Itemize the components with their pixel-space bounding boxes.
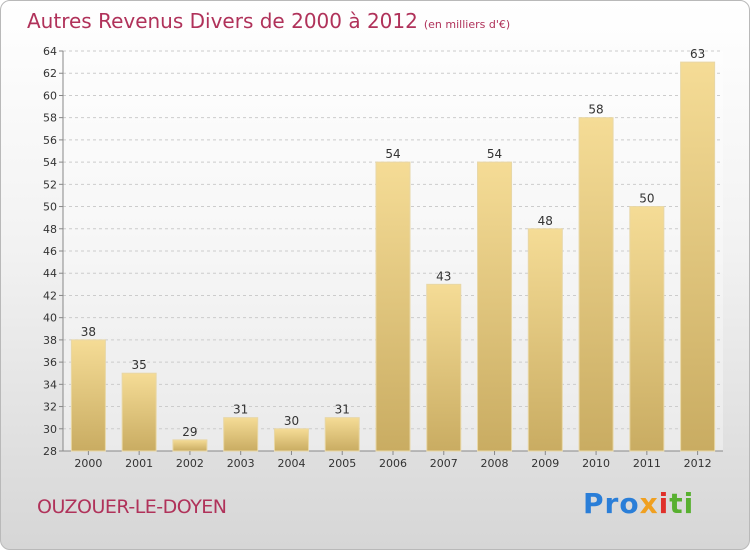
chart-title-unit: (en milliers d'€) bbox=[423, 18, 511, 31]
y-tick-label: 60 bbox=[43, 89, 57, 102]
y-tick-label: 62 bbox=[43, 67, 57, 80]
bar-2011 bbox=[629, 206, 665, 452]
x-tick-label-2006: 2006 bbox=[379, 457, 407, 470]
y-tick-label: 28 bbox=[43, 445, 57, 458]
x-tick-label-2005: 2005 bbox=[328, 457, 356, 470]
chart-title: Autres Revenus Divers de 2000 à 2012 (en … bbox=[27, 9, 510, 33]
x-tick-label-2000: 2000 bbox=[74, 457, 102, 470]
y-tick-label: 32 bbox=[43, 401, 57, 414]
bar-2010 bbox=[578, 117, 614, 452]
y-tick-label: 54 bbox=[43, 156, 57, 169]
bar-2007 bbox=[426, 283, 462, 452]
data-label-2003: 31 bbox=[233, 403, 248, 417]
y-tick-label: 52 bbox=[43, 178, 57, 191]
bar-2006 bbox=[375, 161, 411, 452]
logo-part-ti: ti bbox=[669, 487, 695, 520]
y-tick-label: 38 bbox=[43, 334, 57, 347]
logo-part-x: x bbox=[639, 487, 659, 520]
x-tick-label-2012: 2012 bbox=[684, 457, 712, 470]
x-tick-label-2002: 2002 bbox=[176, 457, 204, 470]
data-label-2008: 54 bbox=[487, 147, 502, 161]
x-tick-label-2004: 2004 bbox=[277, 457, 305, 470]
bar-2005 bbox=[324, 417, 360, 452]
bar-2001 bbox=[121, 372, 157, 452]
y-tick-label: 30 bbox=[43, 423, 57, 436]
x-tick-label-2010: 2010 bbox=[582, 457, 610, 470]
x-tick-label-2011: 2011 bbox=[633, 457, 661, 470]
y-tick-label: 48 bbox=[43, 223, 57, 236]
data-label-2004: 30 bbox=[284, 414, 299, 428]
y-tick-label: 46 bbox=[43, 245, 57, 258]
data-label-2000: 38 bbox=[81, 325, 96, 339]
chart-title-main: Autres Revenus Divers de 2000 à 2012 bbox=[27, 9, 418, 33]
data-label-2007: 43 bbox=[436, 269, 451, 283]
data-label-2001: 35 bbox=[132, 358, 147, 372]
y-tick-label: 58 bbox=[43, 112, 57, 125]
bar-2009 bbox=[527, 228, 563, 452]
y-tick-label: 64 bbox=[43, 45, 57, 58]
y-tick-label: 36 bbox=[43, 356, 57, 369]
bar-2008 bbox=[477, 161, 513, 452]
y-tick-label: 40 bbox=[43, 312, 57, 325]
bar-2012 bbox=[680, 61, 716, 452]
commune-name: OUZOUER-LE-DOYEN bbox=[37, 496, 227, 518]
data-label-2005: 31 bbox=[335, 403, 350, 417]
y-tick-label: 50 bbox=[43, 201, 57, 214]
x-tick-label-2009: 2009 bbox=[531, 457, 559, 470]
data-label-2010: 58 bbox=[588, 103, 603, 117]
bar-2003 bbox=[223, 417, 259, 452]
x-tick-label-2001: 2001 bbox=[125, 457, 153, 470]
data-label-2006: 54 bbox=[385, 147, 400, 161]
bar-2000 bbox=[70, 339, 106, 452]
data-label-2012: 63 bbox=[690, 47, 705, 61]
data-label-2009: 48 bbox=[538, 214, 553, 228]
bar-2004 bbox=[273, 428, 309, 452]
data-label-2011: 50 bbox=[639, 192, 654, 206]
data-label-2002: 29 bbox=[182, 425, 197, 439]
y-tick-label: 34 bbox=[43, 378, 57, 391]
x-tick-label-2007: 2007 bbox=[430, 457, 458, 470]
y-tick-label: 56 bbox=[43, 134, 57, 147]
bar-2002 bbox=[172, 439, 208, 452]
y-tick-label: 42 bbox=[43, 289, 57, 302]
x-tick-label-2008: 2008 bbox=[481, 457, 509, 470]
logo-part-pro: Pro bbox=[583, 487, 640, 520]
logo-part-i: i bbox=[658, 487, 670, 520]
x-tick-label-2003: 2003 bbox=[227, 457, 255, 470]
proxiti-logo: Proxiti bbox=[583, 487, 694, 520]
y-tick-label: 44 bbox=[43, 267, 57, 280]
